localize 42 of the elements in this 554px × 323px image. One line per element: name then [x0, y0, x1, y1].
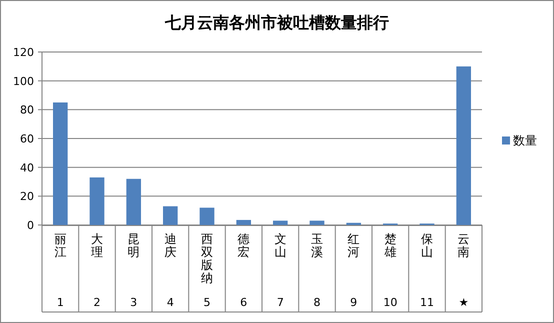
y-tick-label: 0 — [27, 219, 34, 232]
text: 6 — [240, 296, 248, 309]
text: 8 — [314, 296, 320, 309]
y-tick-label: 80 — [20, 104, 34, 117]
bar — [310, 220, 324, 225]
x-tick-label: 丽江 — [54, 232, 66, 259]
bar — [126, 178, 141, 225]
text: 7 — [276, 296, 284, 309]
bar — [163, 206, 178, 225]
text: 11 — [420, 296, 434, 309]
bar — [273, 220, 288, 225]
x-tick-label: 德宏 — [238, 232, 250, 259]
y-tick-label: 100 — [13, 74, 34, 88]
bar — [456, 66, 471, 225]
text: 4 — [166, 296, 174, 309]
legend-label: 数量 — [513, 134, 537, 148]
bar — [236, 220, 251, 225]
x-tick-label: 保山 — [421, 232, 433, 259]
y-tick-label: 20 — [20, 190, 34, 204]
y-tick-label: 120 — [13, 46, 34, 59]
chart-title: 七月云南各州市被吐槽数量排行 — [164, 14, 389, 32]
x-tick-label: 楚雄 — [383, 232, 396, 259]
text: ★ — [458, 296, 469, 309]
bar — [200, 208, 214, 225]
text: 9 — [350, 296, 358, 309]
x-tick-label: 大理 — [91, 232, 103, 259]
y-tick-label: 40 — [20, 161, 34, 174]
x-tick-label: 迪庆 — [164, 232, 176, 259]
text: 3 — [130, 296, 138, 309]
bar — [90, 177, 104, 225]
x-tick-label: 红河 — [348, 232, 360, 259]
y-tick-label: 60 — [20, 132, 34, 146]
x-tick-label: 西双版纳 — [201, 232, 213, 285]
text: 2 — [94, 296, 100, 309]
x-tick-label: 文山 — [274, 232, 286, 259]
x-tick-label: 昆明 — [128, 232, 140, 259]
bar — [53, 102, 68, 225]
text: 10 — [383, 296, 398, 309]
text: 5 — [204, 296, 210, 309]
x-tick-label: 玉溪 — [311, 232, 323, 259]
text: 1 — [56, 296, 64, 309]
x-tick-label: 云南 — [458, 232, 470, 259]
